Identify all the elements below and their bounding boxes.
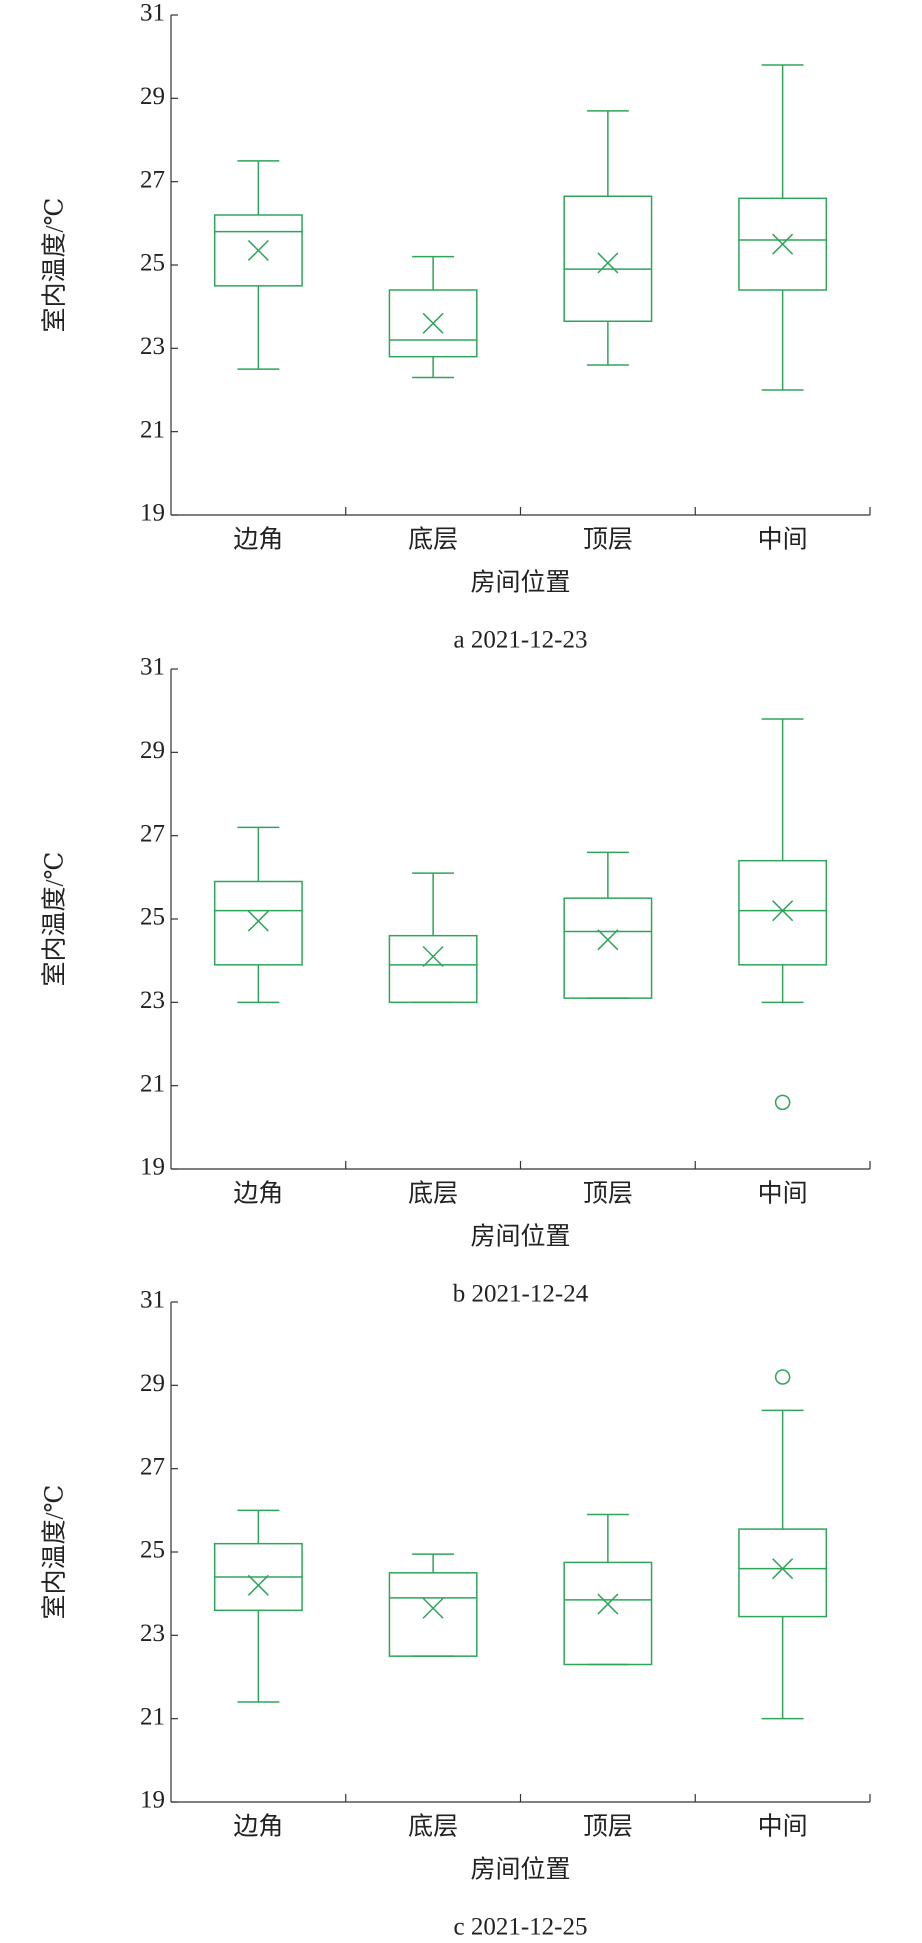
box <box>738 859 828 966</box>
mean-marker <box>772 1558 794 1580</box>
x-axis-label: 房间位置 <box>470 569 570 597</box>
outlier <box>774 1369 791 1385</box>
box <box>388 289 478 358</box>
box <box>213 214 303 287</box>
caption: c 2021-12-25 <box>454 1914 588 1941</box>
x-tick-label: 底层 <box>408 526 458 554</box>
mean-marker <box>247 239 269 261</box>
box <box>563 897 653 999</box>
x-tick-label: 中间 <box>758 526 808 554</box>
y-axis-label: 室内温度/℃ <box>41 198 69 333</box>
x-tick-label: 底层 <box>408 1180 458 1208</box>
x-tick-label: 中间 <box>758 1813 808 1841</box>
x-tick-label: 边角 <box>233 526 283 554</box>
y-tick-label: 19 <box>140 500 165 527</box>
y-tick-label: 19 <box>140 1787 165 1814</box>
box <box>738 197 828 291</box>
y-axis-label: 室内温度/℃ <box>41 1485 69 1620</box>
x-tick-label: 顶层 <box>583 1814 633 1841</box>
y-tick-label: 25 <box>140 1537 165 1564</box>
y-tick-label: 23 <box>140 987 165 1014</box>
x-axis-label: 房间位置 <box>470 1856 570 1884</box>
box <box>563 195 653 322</box>
box <box>388 934 478 1004</box>
x-tick-label: 顶层 <box>583 527 633 554</box>
x-tick-label: 边角 <box>233 1180 283 1208</box>
box <box>213 880 303 966</box>
y-tick-label: 31 <box>140 654 165 681</box>
mean-marker <box>247 910 269 932</box>
y-tick-label: 23 <box>140 333 165 360</box>
y-tick-label: 21 <box>140 1703 165 1730</box>
mean-marker <box>597 252 619 274</box>
y-tick-label: 27 <box>140 166 165 193</box>
y-tick-label: 19 <box>140 1154 165 1181</box>
mean-marker <box>597 929 619 951</box>
y-tick-label: 27 <box>140 1453 165 1480</box>
y-axis-label: 室内温度/℃ <box>41 852 69 987</box>
mean-marker <box>247 1574 269 1596</box>
outlier <box>774 1094 791 1111</box>
mean-marker <box>597 1593 619 1615</box>
mean-marker <box>772 900 794 922</box>
caption: a 2021-12-23 <box>454 627 588 654</box>
box <box>738 1528 828 1618</box>
mean-marker <box>422 1597 444 1619</box>
y-tick-label: 23 <box>140 1620 165 1647</box>
x-tick-label: 中间 <box>758 1180 808 1208</box>
y-tick-label: 31 <box>140 0 165 27</box>
y-tick-label: 25 <box>140 904 165 931</box>
y-tick-label: 29 <box>140 83 165 110</box>
x-tick-label: 边角 <box>233 1813 283 1841</box>
y-tick-label: 21 <box>140 1070 165 1097</box>
box <box>563 1561 653 1666</box>
y-tick-label: 31 <box>140 1287 165 1314</box>
y-tick-label: 29 <box>140 1370 165 1397</box>
caption: b 2021-12-24 <box>453 1281 589 1308</box>
y-tick-label: 29 <box>140 737 165 764</box>
x-tick-label: 顶层 <box>583 1181 633 1208</box>
mean-marker <box>422 945 444 968</box>
mean-marker <box>422 312 444 334</box>
x-tick-label: 底层 <box>408 1813 458 1841</box>
box <box>388 1572 478 1657</box>
mean-marker <box>772 233 794 255</box>
x-axis-label: 房间位置 <box>470 1223 570 1251</box>
y-tick-label: 25 <box>140 250 165 277</box>
y-tick-label: 21 <box>140 416 165 443</box>
y-tick-label: 27 <box>140 820 165 847</box>
